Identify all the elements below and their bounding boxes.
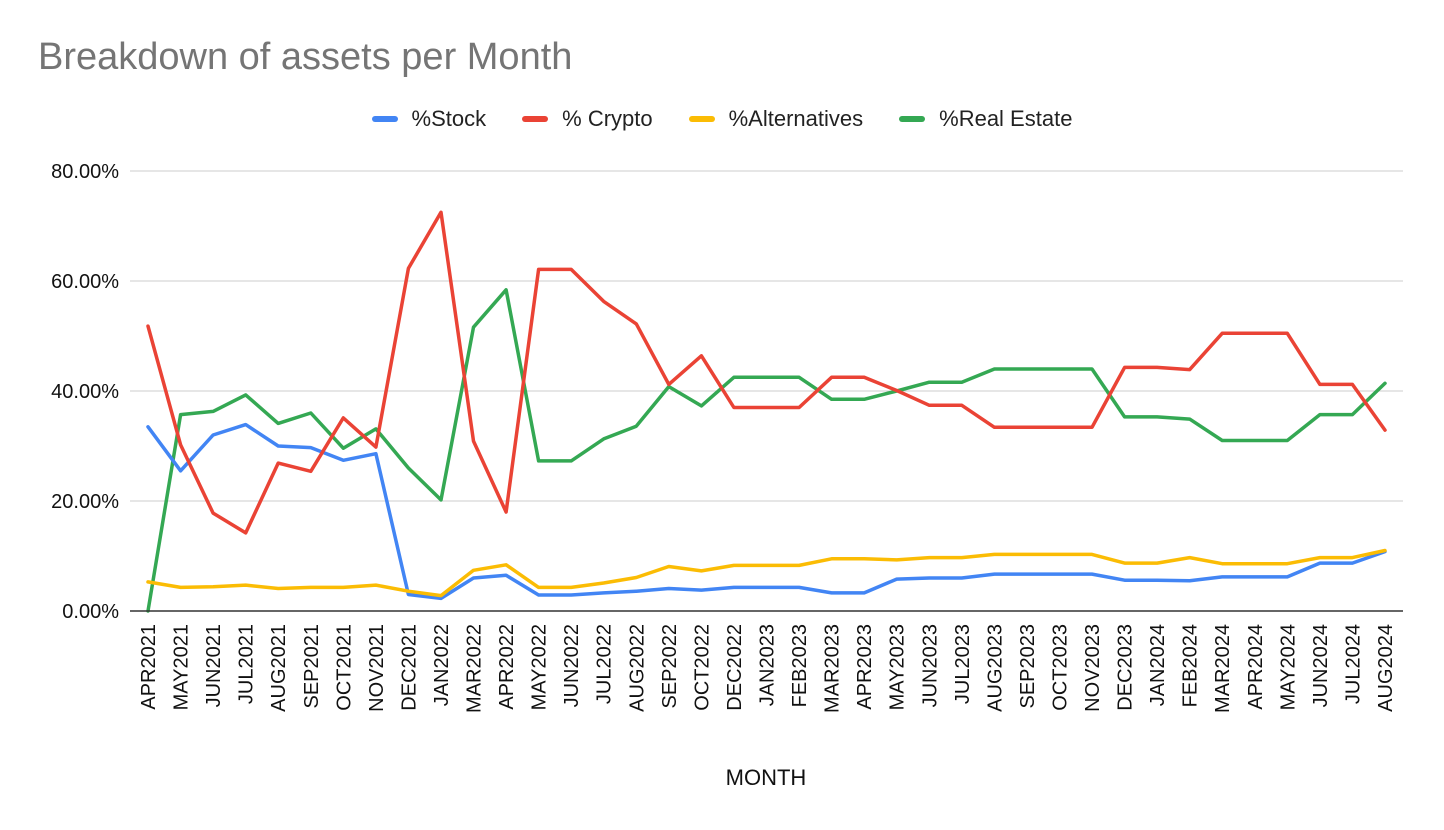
x-tick-label: OCT2021 <box>333 624 355 711</box>
legend-label-crypto: % Crypto <box>562 106 653 131</box>
y-tick-label: 20.00% <box>51 491 119 513</box>
series-line-alternatives[interactable] <box>146 548 1387 598</box>
x-tick-label: AUG2022 <box>626 624 648 712</box>
series-line-stock[interactable] <box>146 422 1387 601</box>
x-tick-label: MAY2022 <box>529 624 551 710</box>
series-line-crypto[interactable] <box>146 210 1387 535</box>
x-tick-label: AUG2021 <box>268 624 290 712</box>
x-tick-label: NOV2023 <box>1082 624 1104 712</box>
legend-item-alternatives[interactable]: %Alternatives <box>688 106 864 132</box>
x-tick-label: MAR2022 <box>464 624 486 713</box>
legend-label-alternatives: %Alternatives <box>728 106 864 131</box>
x-tick-label: JAN2022 <box>431 624 453 706</box>
x-tick-label: AUG2023 <box>984 624 1006 712</box>
x-tick-label: NOV2021 <box>366 624 388 712</box>
legend-swatch-crypto <box>522 116 549 122</box>
chart-title: Breakdown of assets per Month <box>38 36 573 78</box>
legend: %Stock % Crypto %Alternatives %Real Esta… <box>0 104 1444 134</box>
x-tick-label: JUL2022 <box>594 624 616 704</box>
series-lines <box>146 210 1387 613</box>
x-axis-title: MONTH <box>726 765 807 790</box>
x-tick-label: JUN2024 <box>1310 624 1332 707</box>
x-tick-label: JAN2024 <box>1147 624 1169 706</box>
x-tick-label: JUL2024 <box>1342 624 1364 704</box>
y-axis-ticks: 0.00% 20.00% 40.00% 60.00% 80.00% <box>51 161 119 623</box>
x-tick-label: DEC2022 <box>724 624 746 711</box>
x-tick-label: FEB2024 <box>1180 624 1202 707</box>
legend-item-crypto[interactable]: % Crypto <box>522 106 653 132</box>
x-tick-label: JUN2022 <box>561 624 583 707</box>
legend-label-real-estate: %Real Estate <box>939 106 1073 131</box>
x-tick-label: OCT2022 <box>691 624 713 711</box>
y-tick-label: 40.00% <box>51 381 119 403</box>
x-tick-label: DEC2023 <box>1115 624 1137 711</box>
x-tick-label: JUL2023 <box>952 624 974 704</box>
x-tick-label: SEP2021 <box>301 624 323 709</box>
x-tick-label: APR2024 <box>1245 624 1267 710</box>
x-tick-label: DEC2021 <box>398 624 420 711</box>
legend-item-real-estate[interactable]: %Real Estate <box>899 106 1072 132</box>
x-tick-label: FEB2023 <box>789 624 811 707</box>
gridlines <box>130 170 1403 502</box>
x-tick-label: JUN2021 <box>203 624 225 707</box>
legend-item-stock[interactable]: %Stock <box>371 106 487 132</box>
legend-swatch-real-estate <box>899 116 926 122</box>
x-tick-label: JUN2023 <box>919 624 941 707</box>
legend-label-stock: %Stock <box>411 106 487 131</box>
x-tick-label: MAY2023 <box>887 624 909 710</box>
y-tick-label: 0.00% <box>62 601 119 623</box>
x-tick-label: JUL2021 <box>236 624 258 704</box>
x-tick-label: SEP2023 <box>1017 624 1039 709</box>
x-tick-label: MAY2021 <box>171 624 193 710</box>
legend-swatch-alternatives <box>688 116 715 122</box>
x-tick-label: JAN2023 <box>757 624 779 706</box>
series-line-real-estate[interactable] <box>146 288 1387 613</box>
x-tick-label: MAR2024 <box>1212 624 1234 713</box>
x-tick-label: OCT2023 <box>1049 624 1071 711</box>
x-tick-label: SEP2022 <box>659 624 681 709</box>
x-tick-label: APR2022 <box>496 624 518 710</box>
y-tick-label: 60.00% <box>51 271 119 293</box>
x-tick-label: MAY2024 <box>1277 624 1299 710</box>
x-axis-ticks: APR2021 MAY2021 JUN2021 JUL2021 AUG2021 SEP20… <box>138 624 1397 713</box>
x-tick-label: APR2023 <box>854 624 876 710</box>
x-tick-label: APR2021 <box>138 624 160 710</box>
legend-swatch-stock <box>371 116 398 122</box>
x-tick-label: MAR2023 <box>822 624 844 713</box>
x-tick-label: AUG2024 <box>1375 624 1397 712</box>
y-tick-label: 80.00% <box>51 161 119 183</box>
